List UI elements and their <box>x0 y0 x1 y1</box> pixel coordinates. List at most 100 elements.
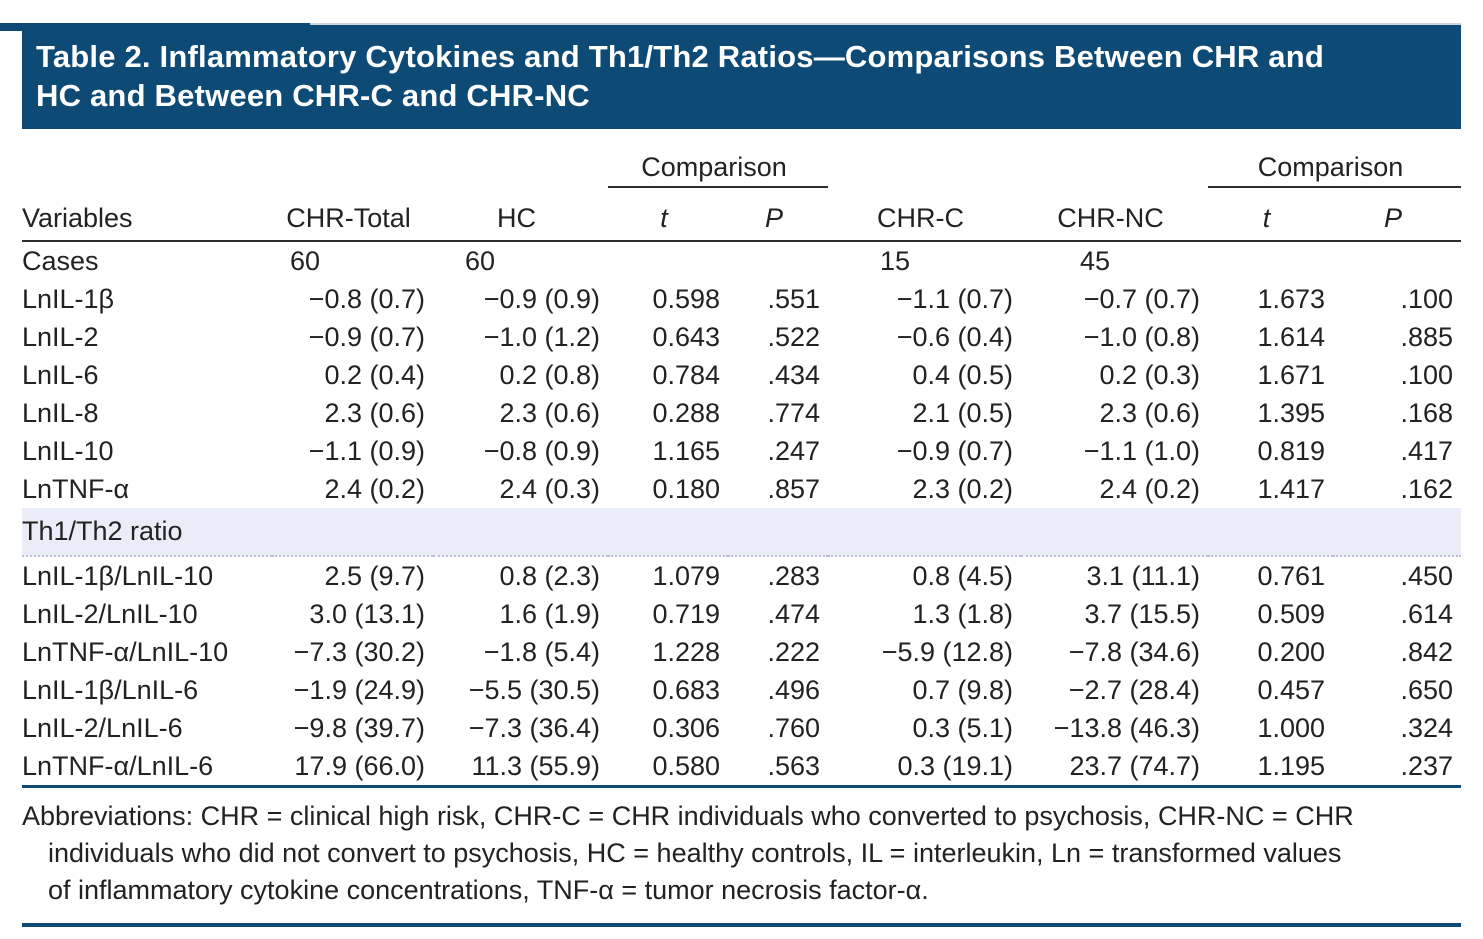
table-row: LnIL-1β/LnIL-6 −1.9 (24.9) −5.5 (30.5) 0… <box>22 671 1461 709</box>
value-cell: 1.417 <box>1257 473 1326 504</box>
value-cell: 2.3 (0.6) <box>324 397 425 428</box>
value-cell: .247 <box>767 435 821 466</box>
empty-header-cell <box>22 143 608 187</box>
value-cell: −1.0 (0.8) <box>1083 321 1201 352</box>
section-header-row: Th1/Th2 ratio <box>22 508 1462 557</box>
value-cell: 0.2 (0.4) <box>324 359 425 390</box>
value-cell: .222 <box>767 636 821 667</box>
value-cell: 2.5 (9.7) <box>324 560 425 591</box>
value-cell: 3.0 (13.1) <box>309 598 425 629</box>
value-cell: 1.614 <box>1257 321 1326 352</box>
table-row: LnTNF-α/LnIL-6 17.9 (66.0) 11.3 (55.9) 0… <box>22 747 1461 787</box>
value-cell: −1.1 (0.9) <box>308 435 425 466</box>
value-cell: −5.9 (12.8) <box>881 636 1014 667</box>
value-cell: 3.1 (11.1) <box>1086 560 1201 591</box>
footnote-line-1: Abbreviations: CHR = clinical high risk,… <box>22 801 1354 831</box>
empty-cell <box>728 241 828 280</box>
table-title-line-2: HC and Between CHR-C and CHR-NC <box>36 78 590 113</box>
column-header-chr-total: CHR-Total <box>272 187 433 242</box>
footnote-line-2: individuals who did not convert to psych… <box>48 838 1342 868</box>
value-cell: 0.3 (5.1) <box>912 712 1014 743</box>
row-label: LnIL-6 <box>22 359 99 390</box>
value-cell: .842 <box>1400 636 1454 667</box>
value-cell: −0.6 (0.4) <box>896 321 1014 352</box>
value-cell: 0.719 <box>652 598 721 629</box>
value-cell: −7.3 (30.2) <box>293 636 425 667</box>
value-cell: 1.6 (1.9) <box>499 598 601 629</box>
value-cell: −0.9 (0.7) <box>896 435 1014 466</box>
cytokine-comparison-table: Comparison Comparison Variables CHR-Tota… <box>22 143 1462 788</box>
column-header-t-2: t <box>1208 187 1334 242</box>
value-cell: 1.3 (1.8) <box>912 598 1014 629</box>
row-label: Cases <box>22 245 99 276</box>
value-cell: 0.306 <box>652 712 721 743</box>
row-label: LnIL-2 <box>22 321 99 352</box>
value-cell: 2.1 (0.5) <box>912 397 1014 428</box>
value-cell: 0.4 (0.5) <box>912 359 1014 390</box>
table-row-cases: Cases 60 60 15 45 <box>22 241 1461 280</box>
value-cell: 0.643 <box>652 321 721 352</box>
value-cell: −0.9 (0.7) <box>308 321 425 352</box>
value-cell: .650 <box>1400 674 1454 705</box>
value-cell: −9.8 (39.7) <box>293 712 425 743</box>
empty-cell <box>608 241 728 280</box>
value-cell: 0.784 <box>652 359 721 390</box>
row-label: LnIL-8 <box>22 397 99 428</box>
section-header-label: Th1/Th2 ratio <box>22 508 1462 557</box>
value-cell: .162 <box>1400 473 1454 504</box>
comparison-group-header-1: Comparison <box>608 143 829 188</box>
value-cell: −0.7 (0.7) <box>1083 283 1201 314</box>
value-cell: 1.673 <box>1257 283 1326 314</box>
value-cell: .614 <box>1400 598 1454 629</box>
value-cell: .100 <box>1400 283 1454 314</box>
value-cell: −1.1 (0.7) <box>896 283 1014 314</box>
value-cell: .434 <box>767 359 821 390</box>
row-label: LnIL-2/LnIL-10 <box>22 598 198 629</box>
value-cell: 15 <box>880 245 911 276</box>
value-cell: 1.079 <box>652 560 721 591</box>
table-row: LnIL-2/LnIL-10 3.0 (13.1) 1.6 (1.9) 0.71… <box>22 595 1461 633</box>
table-title-line-1: Table 2. Inflammatory Cytokines and Th1/… <box>36 39 1324 74</box>
value-cell: 1.165 <box>652 435 721 466</box>
value-cell: −2.7 (28.4) <box>1068 674 1201 705</box>
value-cell: 0.2 (0.8) <box>499 359 601 390</box>
value-cell: .522 <box>767 321 821 352</box>
value-cell: 60 <box>465 245 496 276</box>
value-cell: 0.180 <box>652 473 721 504</box>
value-cell: 0.509 <box>1257 598 1326 629</box>
value-cell: .324 <box>1400 712 1454 743</box>
row-label: LnTNF-α/LnIL-6 <box>22 750 214 781</box>
table-row: LnIL-2 −0.9 (0.7) −1.0 (1.2) 0.643 .522 … <box>22 318 1461 356</box>
value-cell: −1.1 (1.0) <box>1083 435 1201 466</box>
column-header-t-1: t <box>608 187 729 242</box>
column-header-chr-nc: CHR-NC <box>1021 187 1209 242</box>
value-cell: 1.395 <box>1257 397 1326 428</box>
value-cell: .417 <box>1400 435 1454 466</box>
value-cell: −0.8 (0.9) <box>483 435 601 466</box>
value-cell: 0.288 <box>652 397 721 428</box>
table-row: LnTNF-α/LnIL-10 −7.3 (30.2) −1.8 (5.4) 1… <box>22 633 1461 671</box>
value-cell: −0.9 (0.9) <box>483 283 601 314</box>
value-cell: .774 <box>767 397 821 428</box>
column-header-hc: HC <box>433 187 609 242</box>
value-cell: 60 <box>290 245 321 276</box>
row-label: LnIL-10 <box>22 435 114 466</box>
column-header-p-2: P <box>1333 187 1462 242</box>
table-row: LnIL-6 0.2 (0.4) 0.2 (0.8) 0.784 .434 0.… <box>22 356 1461 394</box>
top-edge-rule <box>0 23 310 31</box>
table-row: LnIL-1β/LnIL-10 2.5 (9.7) 0.8 (2.3) 1.07… <box>22 556 1461 595</box>
table-row: LnIL-1β −0.8 (0.7) −0.9 (0.9) 0.598 .551… <box>22 280 1461 318</box>
value-cell: −0.8 (0.7) <box>308 283 425 314</box>
value-cell: −5.5 (30.5) <box>468 674 601 705</box>
value-cell: .283 <box>767 560 821 591</box>
value-cell: −1.9 (24.9) <box>293 674 425 705</box>
row-label: LnIL-1β/LnIL-6 <box>22 674 199 705</box>
value-cell: 2.3 (0.2) <box>912 473 1014 504</box>
value-cell: 0.819 <box>1257 435 1326 466</box>
table-title-block: Table 2. Inflammatory Cytokines and Th1/… <box>22 23 1461 129</box>
value-cell: 1.228 <box>652 636 721 667</box>
value-cell: .168 <box>1400 397 1454 428</box>
value-cell: 1.195 <box>1257 750 1326 781</box>
column-header-variables: Variables <box>22 187 272 242</box>
table-row: LnIL-8 2.3 (0.6) 2.3 (0.6) 0.288 .774 2.… <box>22 394 1461 432</box>
